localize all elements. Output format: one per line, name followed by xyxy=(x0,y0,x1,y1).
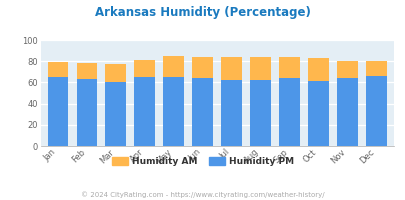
Bar xyxy=(163,56,184,77)
Bar xyxy=(365,61,386,76)
Bar xyxy=(279,57,299,78)
Bar xyxy=(221,57,241,80)
Bar xyxy=(105,82,126,146)
Bar xyxy=(249,57,271,80)
Bar xyxy=(365,76,386,146)
Bar xyxy=(336,78,357,146)
Bar xyxy=(192,57,213,78)
Bar xyxy=(307,81,328,146)
Bar xyxy=(76,63,97,79)
Bar xyxy=(279,78,299,146)
Bar xyxy=(47,62,68,77)
Bar xyxy=(307,58,328,81)
Bar xyxy=(336,61,357,78)
Bar xyxy=(221,80,241,146)
Bar xyxy=(105,64,126,82)
Bar xyxy=(163,77,184,146)
Legend: Humidity AM, Humidity PM: Humidity AM, Humidity PM xyxy=(108,153,297,169)
Bar xyxy=(134,60,155,77)
Bar xyxy=(249,80,271,146)
Bar xyxy=(134,77,155,146)
Text: Arkansas Humidity (Percentage): Arkansas Humidity (Percentage) xyxy=(95,6,310,19)
Bar xyxy=(192,78,213,146)
Bar xyxy=(76,79,97,146)
Bar xyxy=(47,77,68,146)
Text: © 2024 CityRating.com - https://www.cityrating.com/weather-history/: © 2024 CityRating.com - https://www.city… xyxy=(81,191,324,198)
